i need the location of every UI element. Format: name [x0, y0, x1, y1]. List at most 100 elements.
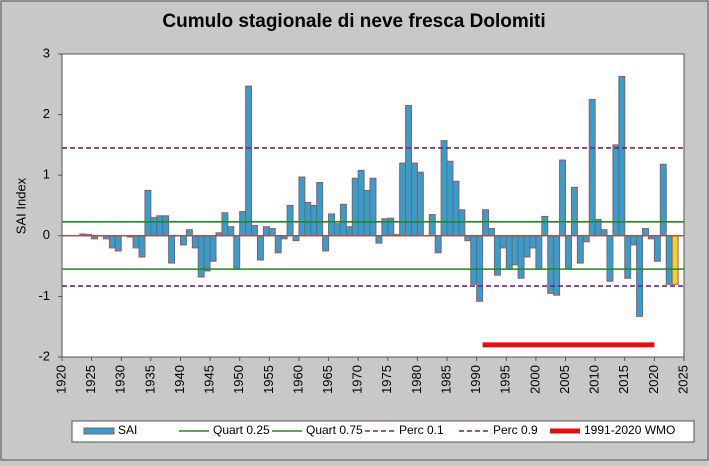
bar	[606, 235, 614, 282]
bar	[203, 235, 211, 272]
bar	[375, 235, 383, 244]
x-tick-label: 1930	[113, 365, 128, 394]
bar	[150, 217, 158, 237]
y-axis-label: SAI Index	[13, 177, 28, 234]
bar	[416, 171, 424, 237]
bar	[565, 235, 572, 270]
bar	[357, 169, 365, 237]
bar	[262, 226, 270, 237]
x-tick-label: 1980	[409, 365, 424, 394]
bar	[517, 235, 525, 279]
y-tick-label: 1	[43, 167, 50, 182]
bar	[618, 75, 626, 237]
bar	[108, 235, 116, 249]
y-tick-label: 3	[43, 45, 50, 60]
legend-label: 1991-2020 WMO	[584, 423, 675, 437]
bar	[179, 235, 187, 246]
bar	[304, 201, 312, 237]
bar	[624, 235, 632, 279]
bar	[387, 217, 395, 237]
bar	[559, 159, 567, 237]
bar	[482, 209, 490, 237]
bar	[529, 235, 537, 249]
x-tick-label: 1970	[350, 365, 365, 394]
x-tick-label: 2010	[587, 365, 602, 394]
x-tick-label: 1995	[498, 365, 513, 394]
y-tick-label: -1	[38, 288, 50, 303]
bar	[221, 212, 229, 237]
y-tick-label: 2	[43, 106, 50, 121]
x-tick-label: 1955	[261, 365, 276, 394]
bar	[399, 162, 407, 237]
bar	[298, 176, 306, 237]
legend-label: Quart 0.25	[213, 423, 270, 437]
x-tick-label: 1975	[379, 365, 394, 394]
bar	[239, 211, 247, 237]
bar	[322, 235, 330, 252]
bar	[191, 235, 199, 249]
bar	[588, 98, 596, 237]
bar	[138, 235, 146, 258]
bar	[286, 205, 294, 237]
x-tick-label: 2005	[557, 365, 572, 394]
legend-label: Perc 0.9	[493, 423, 538, 437]
bar	[452, 180, 460, 237]
bar	[197, 235, 205, 278]
bar	[499, 235, 507, 249]
bar	[144, 189, 152, 237]
bar	[642, 228, 649, 237]
x-tick-label: 1985	[438, 365, 453, 394]
x-tick-label: 1990	[468, 365, 483, 394]
bar	[630, 235, 638, 246]
x-tick-label: 2025	[675, 365, 690, 394]
bar	[576, 235, 584, 264]
bar	[470, 235, 478, 285]
bar	[446, 160, 454, 237]
legend-swatch	[83, 427, 115, 435]
bar	[363, 189, 371, 237]
bar	[541, 215, 549, 237]
bar	[345, 226, 353, 237]
bar	[665, 235, 673, 285]
legend-label: Quart 0.75	[306, 423, 363, 437]
x-tick-label: 1920	[53, 365, 68, 394]
bar	[653, 235, 661, 262]
x-tick-label: 1925	[83, 365, 98, 394]
bar	[339, 203, 347, 237]
bar	[434, 235, 442, 254]
legend-label: Perc 0.1	[399, 423, 444, 437]
x-tick-label: 2020	[646, 365, 661, 394]
bar	[256, 235, 264, 261]
bar	[547, 235, 555, 294]
bar	[227, 226, 235, 237]
bar	[600, 229, 608, 237]
bar	[274, 235, 282, 254]
x-tick-label: 1945	[202, 365, 217, 394]
bar	[185, 229, 193, 237]
bar	[209, 235, 217, 262]
x-tick-label: 1960	[290, 365, 305, 394]
bar	[310, 205, 318, 237]
bar	[114, 235, 122, 252]
bar	[523, 235, 531, 258]
y-tick-label: -2	[38, 348, 50, 363]
bar	[251, 224, 258, 237]
chart-title: Cumulo stagionale di neve fresca Dolomit…	[162, 11, 545, 32]
bar	[488, 228, 495, 237]
bar	[316, 181, 324, 237]
bar	[405, 105, 413, 237]
bar	[535, 235, 543, 270]
x-tick-label: 1935	[142, 365, 157, 394]
bar	[245, 85, 253, 237]
legend-label: SAI	[118, 423, 137, 437]
y-tick-label: 0	[43, 227, 50, 242]
x-tick-label: 1965	[320, 365, 335, 394]
bar	[505, 235, 513, 270]
bar	[636, 235, 644, 317]
bar	[428, 214, 436, 237]
bar	[168, 235, 176, 264]
bar	[671, 235, 679, 285]
bar	[511, 235, 519, 266]
